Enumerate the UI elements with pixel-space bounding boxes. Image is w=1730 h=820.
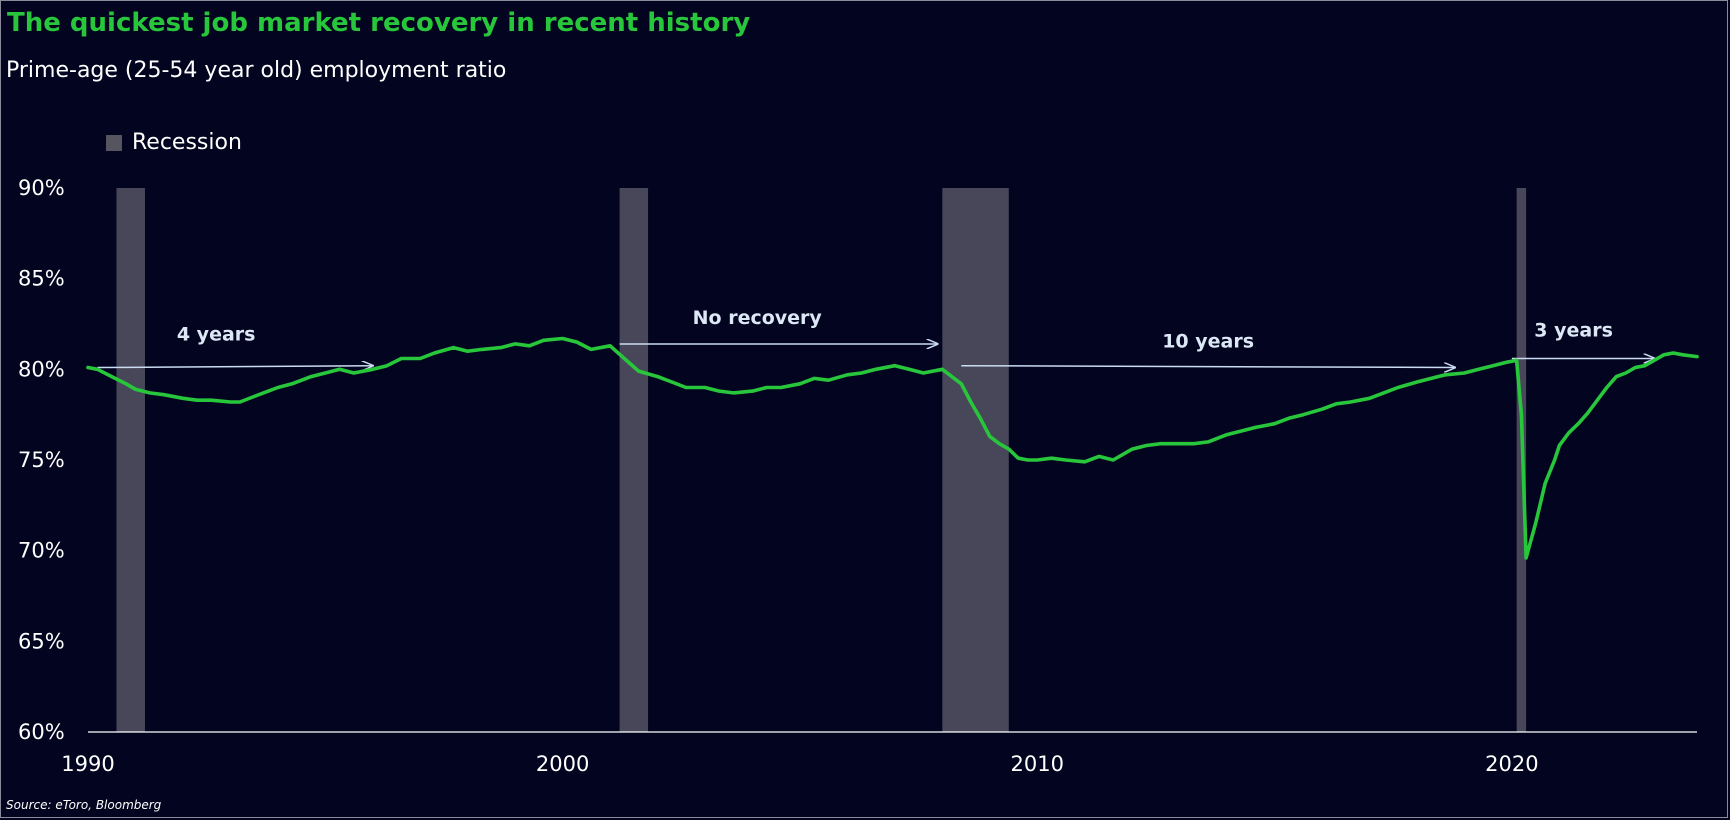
y-tick-label: 60% bbox=[18, 720, 65, 744]
recession-band-2 bbox=[619, 188, 649, 732]
chart-subtitle: Prime-age (25-54 year old) employment ra… bbox=[6, 58, 507, 83]
x-tick-label: 2020 bbox=[1485, 752, 1538, 776]
y-tick-label: 90% bbox=[18, 176, 65, 200]
y-tick-label: 80% bbox=[18, 357, 65, 381]
legend-label-recession: Recession bbox=[132, 130, 242, 155]
y-tick-label: 75% bbox=[18, 448, 65, 472]
annotation-arrow-3 bbox=[961, 366, 1455, 368]
recession-band-1 bbox=[116, 188, 145, 732]
chart-title: The quickest job market recovery in rece… bbox=[7, 8, 751, 38]
y-tick-label: 70% bbox=[18, 539, 65, 563]
chart-plot: 60% 65% 70% 75% 80% 85% 90% 1990 2000 2010 2020 4 y… bbox=[18, 176, 1699, 776]
x-tick-label: 2000 bbox=[536, 752, 589, 776]
y-tick-label: 85% bbox=[18, 267, 65, 291]
recession-band-3 bbox=[942, 188, 1009, 732]
annotation-label-2: No recovery bbox=[693, 307, 823, 329]
legend: Recession bbox=[106, 130, 242, 155]
annotation-label-4: 3 years bbox=[1534, 320, 1613, 342]
annotation-label-3: 10 years bbox=[1162, 331, 1254, 353]
annotation-label-1: 4 years bbox=[177, 323, 256, 345]
annotation-arrow-1 bbox=[97, 366, 372, 368]
source-note: Source: eToro, Bloomberg bbox=[6, 798, 162, 812]
x-tick-label: 1990 bbox=[61, 752, 114, 776]
series-line-employment-ratio bbox=[86, 336, 1699, 560]
y-tick-label: 65% bbox=[18, 629, 65, 653]
legend-swatch-recession bbox=[106, 134, 122, 151]
x-tick-label: 2010 bbox=[1011, 752, 1064, 776]
